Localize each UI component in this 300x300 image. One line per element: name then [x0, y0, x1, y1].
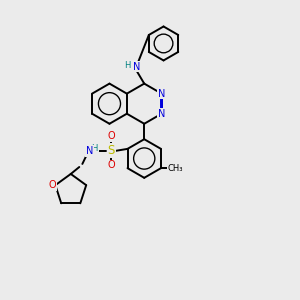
Text: S: S	[108, 144, 115, 157]
Text: CH₃: CH₃	[168, 164, 183, 173]
Text: O: O	[107, 131, 115, 141]
Text: O: O	[107, 160, 115, 170]
Text: H: H	[124, 61, 131, 70]
Text: O: O	[49, 180, 56, 190]
Text: N: N	[86, 146, 93, 156]
Text: N: N	[158, 109, 165, 119]
Text: N: N	[133, 61, 140, 72]
Text: H: H	[92, 144, 98, 153]
Text: N: N	[158, 88, 165, 99]
